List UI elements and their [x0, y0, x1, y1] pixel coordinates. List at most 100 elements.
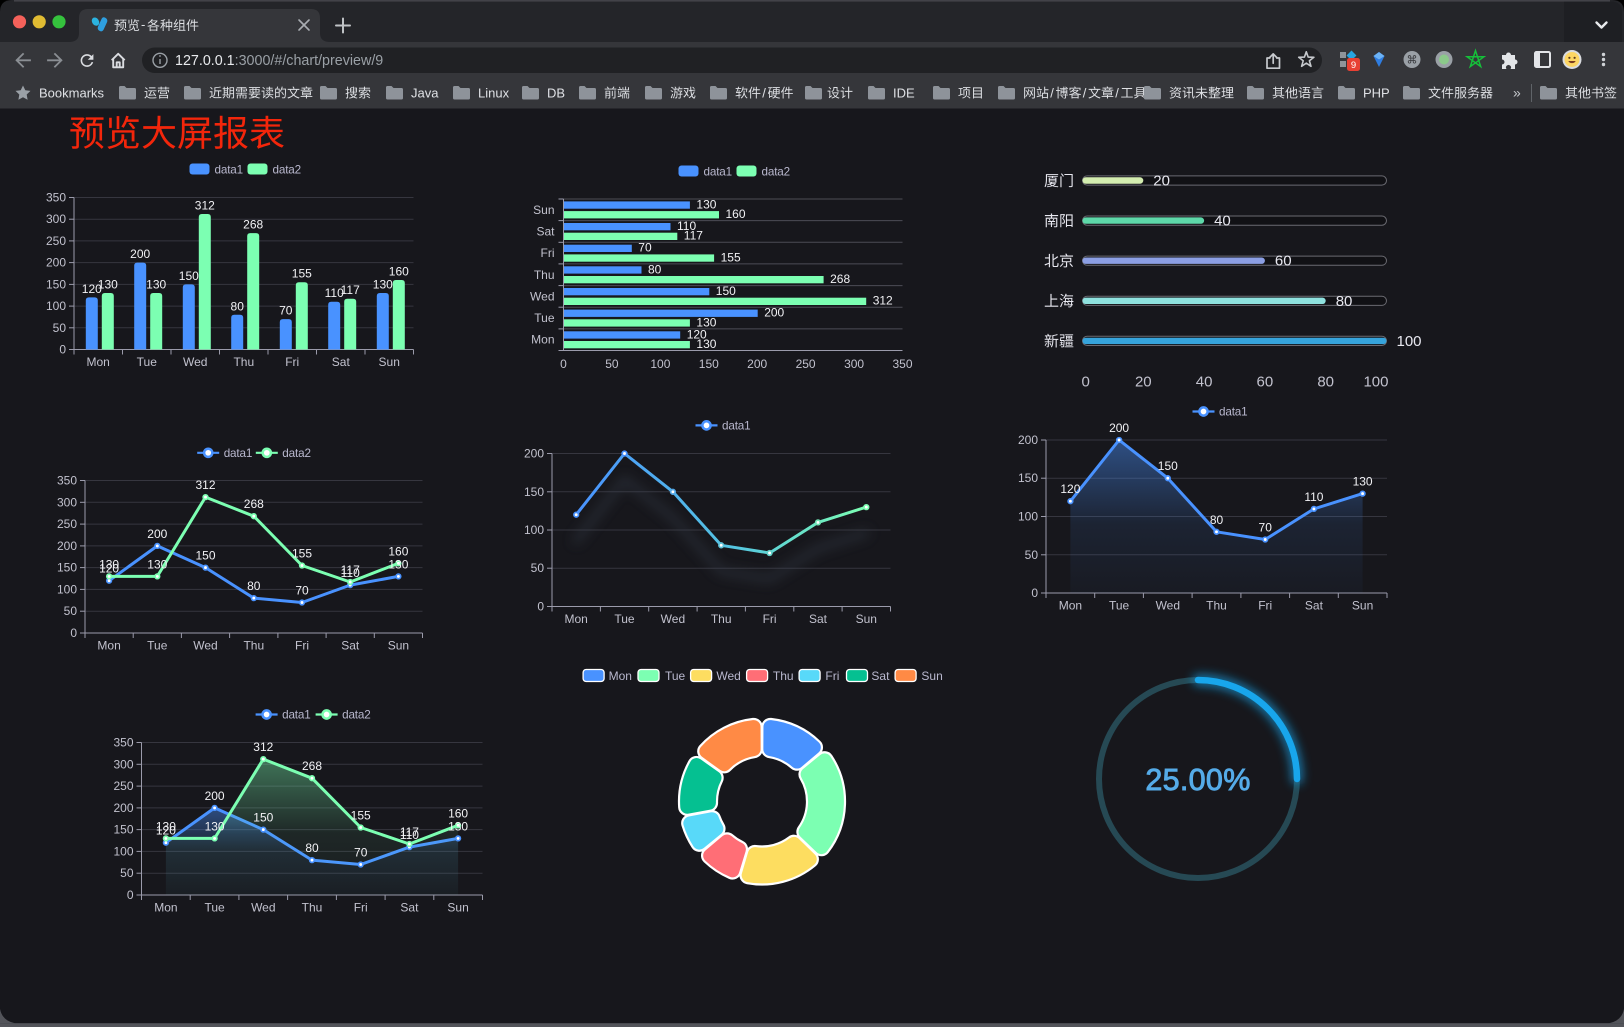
svg-text:data2: data2: [342, 709, 371, 722]
svg-text:50: 50: [53, 321, 67, 335]
svg-text:110: 110: [1304, 490, 1323, 504]
svg-text:Tue: Tue: [1109, 599, 1130, 613]
svg-text:0: 0: [1082, 374, 1090, 391]
svg-text:268: 268: [302, 759, 322, 773]
svg-text:Java: Java: [411, 86, 439, 101]
svg-text:300: 300: [46, 212, 66, 226]
svg-text:Tue: Tue: [137, 355, 158, 369]
svg-text:Wed: Wed: [183, 355, 207, 369]
svg-text:70: 70: [354, 846, 368, 860]
svg-text:Mon: Mon: [1059, 599, 1082, 613]
svg-text:120: 120: [1060, 482, 1080, 496]
svg-text:100: 100: [113, 844, 133, 858]
svg-text:155: 155: [292, 267, 312, 281]
svg-text:80: 80: [231, 299, 245, 313]
svg-text:/: /: [1115, 86, 1119, 101]
svg-text:⌘: ⌘: [1407, 55, 1418, 67]
svg-text:110: 110: [325, 286, 344, 300]
svg-text:150: 150: [716, 284, 736, 298]
svg-text:Fri: Fri: [763, 612, 777, 626]
svg-text:data1: data1: [282, 709, 311, 722]
svg-text:Wed: Wed: [716, 669, 740, 683]
svg-text:200: 200: [113, 801, 133, 815]
svg-text:160: 160: [389, 265, 409, 279]
svg-text:/: /: [762, 86, 766, 101]
svg-text:Thu: Thu: [243, 639, 264, 653]
svg-text:150: 150: [699, 357, 719, 371]
svg-text:150: 150: [253, 811, 273, 825]
svg-text:350: 350: [113, 736, 133, 750]
svg-text:Mon: Mon: [531, 333, 554, 347]
svg-text:100: 100: [524, 523, 544, 537]
svg-text:Sat: Sat: [400, 901, 419, 915]
svg-text:/: /: [1083, 86, 1087, 101]
svg-text:Wed: Wed: [1156, 599, 1180, 613]
svg-text:50: 50: [64, 604, 78, 618]
svg-text:160: 160: [388, 544, 408, 558]
svg-text:20: 20: [1135, 374, 1152, 391]
svg-text:9: 9: [1351, 60, 1356, 71]
svg-text:200: 200: [1018, 433, 1038, 447]
svg-text:Tue: Tue: [534, 311, 555, 325]
svg-text:Thu: Thu: [1206, 599, 1227, 613]
svg-text:Linux: Linux: [478, 86, 510, 101]
svg-text:200: 200: [205, 789, 225, 803]
svg-text:Sun: Sun: [533, 203, 554, 217]
svg-text:155: 155: [292, 547, 312, 561]
svg-text:130: 130: [448, 819, 468, 833]
svg-text:Thu: Thu: [302, 901, 323, 915]
svg-text:150: 150: [524, 485, 544, 499]
svg-text:Wed: Wed: [530, 289, 554, 303]
svg-text:/: /: [1050, 86, 1054, 101]
svg-text:250: 250: [57, 517, 77, 531]
svg-text:Fri: Fri: [354, 901, 368, 915]
svg-text:350: 350: [46, 191, 66, 205]
svg-text:50: 50: [531, 561, 545, 575]
svg-text:Thu: Thu: [534, 268, 555, 282]
svg-text:-: -: [141, 17, 145, 32]
svg-text:312: 312: [253, 740, 273, 754]
svg-text:200: 200: [1109, 421, 1129, 435]
svg-text:100: 100: [46, 299, 66, 313]
svg-text:250: 250: [113, 779, 133, 793]
svg-text:20: 20: [1153, 173, 1170, 190]
svg-text:150: 150: [179, 269, 199, 283]
svg-text:0: 0: [537, 600, 544, 614]
svg-text:130: 130: [696, 337, 716, 351]
svg-text:130: 130: [388, 557, 408, 571]
svg-text:120: 120: [82, 282, 102, 296]
svg-text:117: 117: [341, 283, 360, 297]
svg-text:117: 117: [400, 825, 419, 839]
svg-text:80: 80: [1210, 513, 1224, 527]
svg-text:PHP: PHP: [1363, 86, 1390, 101]
svg-text:Fri: Fri: [285, 355, 299, 369]
svg-text:130: 130: [146, 278, 166, 292]
svg-text:150: 150: [195, 549, 215, 563]
svg-text:300: 300: [57, 495, 77, 509]
svg-text:80: 80: [1317, 374, 1334, 391]
svg-text:100: 100: [1018, 510, 1038, 524]
svg-text:Thu: Thu: [233, 355, 254, 369]
svg-text:155: 155: [721, 250, 741, 264]
svg-text:Thu: Thu: [773, 669, 794, 683]
svg-text:117: 117: [341, 563, 360, 577]
svg-text:100: 100: [57, 582, 77, 596]
svg-text:250: 250: [796, 357, 816, 371]
svg-text:200: 200: [46, 256, 66, 270]
svg-text:data1: data1: [1219, 406, 1248, 419]
svg-text:150: 150: [1018, 471, 1038, 485]
svg-text:130: 130: [696, 197, 716, 211]
svg-text:50: 50: [1025, 548, 1039, 562]
svg-text:120: 120: [687, 327, 707, 341]
svg-text:Sat: Sat: [871, 669, 890, 683]
svg-text:110: 110: [677, 219, 696, 233]
svg-text:Sat: Sat: [1305, 599, 1324, 613]
svg-text:350: 350: [57, 474, 77, 488]
svg-text:0: 0: [59, 343, 66, 357]
svg-text:Wed: Wed: [251, 901, 275, 915]
svg-text:Mon: Mon: [565, 612, 588, 626]
svg-text:100: 100: [650, 357, 670, 371]
svg-text:0: 0: [127, 888, 134, 902]
svg-text:312: 312: [195, 199, 215, 213]
svg-text:Sun: Sun: [447, 901, 468, 915]
